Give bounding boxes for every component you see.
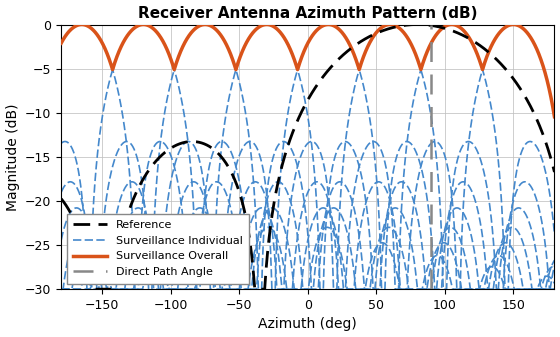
Line: Reference: Reference [61,25,554,289]
Reference [371,32,378,36]
Surveillance Overall [450,23,456,27]
Direct Path Angle [428,23,435,27]
Reference [236,192,243,196]
Reference [414,23,421,27]
Surveillance Overall [83,23,90,27]
Surveillance Overall [202,23,208,27]
Surveillance Individual [423,268,430,272]
Surveillance Individual [236,272,243,276]
Surveillance Individual [350,287,357,291]
Surveillance Overall [58,41,64,45]
Reference [551,170,558,174]
Surveillance Individual [58,41,64,45]
Title: Receiver Antenna Azimuth Pattern (dB): Receiver Antenna Azimuth Pattern (dB) [138,5,478,21]
Y-axis label: Magnitude (dB): Magnitude (dB) [6,103,20,211]
Reference [423,23,430,27]
Reference [83,254,90,258]
Surveillance Individual [371,248,378,252]
X-axis label: Azimuth (deg): Azimuth (deg) [259,317,357,332]
Surveillance Overall [423,50,430,54]
Surveillance Individual [78,23,85,27]
Reference [350,45,357,49]
Surveillance Overall [551,115,558,119]
Reference [58,197,64,201]
Surveillance Overall [350,50,357,54]
Line: Surveillance Overall: Surveillance Overall [61,25,554,117]
Line: Surveillance Individual: Surveillance Individual [61,25,554,289]
Legend: Reference, Surveillance Individual, Surveillance Overall, Direct Path Angle: Reference, Surveillance Individual, Surv… [67,214,249,284]
Surveillance Individual [132,287,138,291]
Surveillance Overall [371,33,378,37]
Surveillance Individual [551,281,558,285]
Surveillance Overall [236,56,243,60]
Reference [88,287,95,291]
Surveillance Individual [83,23,90,27]
Reference [450,29,456,33]
Direct Path Angle [428,14,435,18]
Surveillance Individual [450,287,456,291]
